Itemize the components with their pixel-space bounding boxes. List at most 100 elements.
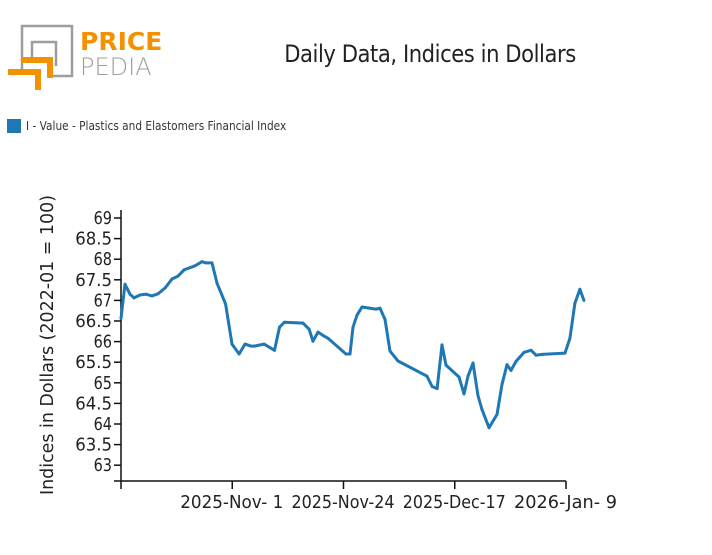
data-point — [396, 359, 400, 363]
data-point — [150, 294, 154, 298]
y-tick-label: 63 — [94, 455, 112, 476]
data-point — [326, 336, 330, 340]
data-point — [509, 368, 513, 372]
data-point — [568, 336, 572, 340]
data-point — [457, 375, 461, 379]
data-point — [471, 361, 475, 365]
data-point — [534, 353, 538, 357]
logo-mark-icon — [8, 24, 74, 90]
data-point — [529, 348, 533, 352]
pricepedia-logo: PRICE PEDIA — [8, 24, 168, 94]
data-point — [230, 342, 234, 346]
data-point — [383, 317, 387, 321]
data-point — [182, 268, 186, 272]
legend-label[interactable]: I - Value - Plastics and Elastomers Fina… — [26, 119, 287, 133]
legend: I - Value - Plastics and Elastomers Fina… — [7, 119, 322, 133]
series-points — [119, 260, 586, 430]
data-point — [316, 330, 320, 334]
x-tick-label: 2026-Jan- 9 — [514, 492, 617, 513]
data-point — [193, 264, 197, 268]
data-point — [514, 359, 518, 363]
data-point — [430, 385, 434, 388]
data-point — [344, 352, 348, 356]
x-axis: 2025-Nov- 1 2025-Nov-24 2025-Dec-17 2026-Ja… — [114, 480, 617, 513]
data-point — [144, 292, 148, 296]
y-axis-title: Indices in Dollars (2022-01 = 100) — [37, 195, 58, 495]
data-point — [360, 305, 364, 309]
data-point — [278, 325, 281, 329]
data-point — [253, 344, 256, 348]
logo-text-pedia: PEDIA — [80, 53, 152, 81]
data-point — [249, 344, 253, 348]
data-point — [224, 302, 228, 306]
data-point — [462, 392, 466, 396]
data-point — [578, 287, 582, 291]
y-tick-label: 67 — [94, 290, 112, 311]
data-point — [243, 342, 247, 346]
data-point — [176, 274, 180, 278]
data-point — [170, 277, 174, 281]
data-point — [440, 343, 444, 347]
y-tick-label: 63.5 — [75, 435, 112, 456]
data-point — [237, 352, 241, 356]
data-point — [301, 321, 305, 325]
data-point — [374, 307, 378, 311]
data-point — [210, 261, 214, 265]
data-point — [132, 296, 136, 300]
data-point — [311, 339, 315, 343]
data-point — [444, 363, 448, 367]
data-point — [573, 301, 577, 305]
y-tick-label: 69 — [94, 208, 112, 229]
data-point — [425, 374, 429, 378]
data-point — [582, 298, 586, 302]
data-point — [200, 260, 204, 264]
data-point — [119, 317, 123, 320]
y-tick-label: 66.5 — [75, 311, 112, 332]
data-point — [476, 394, 480, 398]
data-point — [487, 426, 491, 430]
y-tick-label: 67.5 — [75, 270, 112, 291]
data-point — [156, 292, 160, 296]
data-point — [163, 286, 167, 290]
y-tick-label: 64.5 — [75, 393, 112, 414]
x-tick-label: 2025-Dec-17 — [403, 492, 506, 513]
data-point — [388, 349, 392, 353]
data-point — [215, 281, 219, 285]
data-point — [351, 325, 355, 329]
data-point — [123, 282, 127, 286]
data-point — [307, 327, 311, 331]
series-line — [119, 260, 586, 430]
data-point — [262, 342, 266, 346]
data-point — [522, 350, 526, 354]
data-point — [500, 382, 504, 386]
legend-swatch[interactable] — [7, 119, 21, 133]
data-point — [204, 261, 208, 265]
y-tick-label: 68.5 — [75, 229, 112, 250]
y-tick-label: 65.5 — [75, 352, 112, 373]
data-point — [540, 352, 544, 356]
data-point — [283, 320, 286, 324]
data-point — [128, 292, 132, 296]
data-point — [348, 352, 352, 356]
data-point — [563, 351, 567, 355]
x-tick-label: 2025-Nov-24 — [292, 492, 395, 513]
y-tick-label: 68 — [94, 249, 112, 270]
data-point — [378, 306, 382, 310]
data-point — [355, 313, 359, 317]
data-point — [435, 387, 439, 391]
x-tick-label: 2025-Nov- 1 — [180, 492, 283, 513]
data-point — [505, 363, 509, 367]
data-point — [466, 374, 470, 378]
data-point — [273, 348, 276, 352]
data-point — [321, 333, 325, 337]
chart-title: Daily Data, Indices in Dollars — [284, 40, 576, 68]
y-tick-label: 66 — [94, 332, 112, 353]
logo-text-price: PRICE — [80, 27, 162, 56]
y-tick-label: 64 — [94, 414, 112, 435]
data-point — [495, 413, 499, 416]
data-point — [138, 293, 142, 297]
y-tick-label: 65 — [94, 373, 112, 394]
data-point — [480, 408, 484, 412]
